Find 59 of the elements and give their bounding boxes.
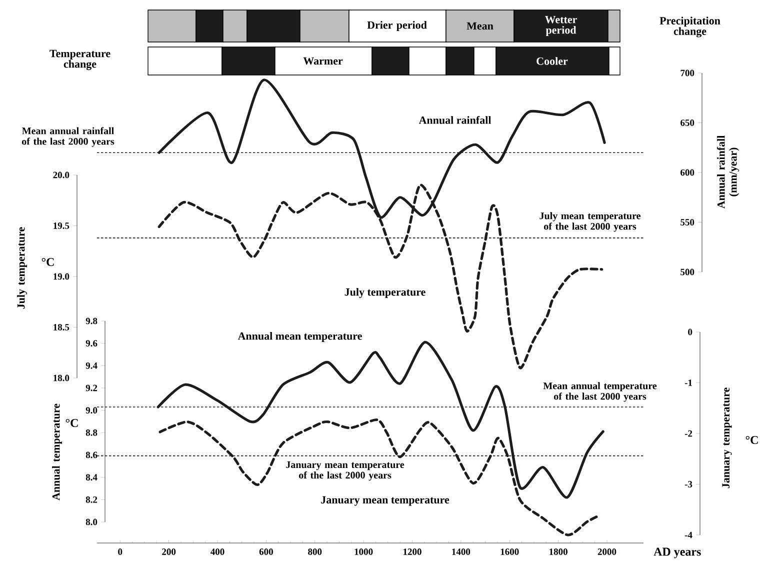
y-tick-label: 9.2 xyxy=(86,384,98,392)
y2-tick-label: 650 xyxy=(680,120,694,126)
y2-tick-label: -3 xyxy=(684,481,692,488)
y-tick-label: 8.8 xyxy=(86,429,98,436)
y2-axis-title: Annual rainfall (mm/year) xyxy=(716,136,740,209)
text: °C xyxy=(66,418,78,428)
text: Precipitation change xyxy=(660,16,720,38)
text: °C xyxy=(42,258,54,266)
y2-tick-label: 500 xyxy=(680,268,694,276)
x-axis-title: AD years xyxy=(654,548,701,558)
y-axis-title: Annual temperature xyxy=(52,404,62,500)
text: January mean temperature xyxy=(321,496,450,506)
y2-tick-label: 700 xyxy=(680,70,694,76)
y2-tick-label: 0 xyxy=(688,328,692,336)
x-tick-label: 1800 xyxy=(550,548,568,555)
x-tick-label: 600 xyxy=(259,548,273,555)
x-tick-label: 1200 xyxy=(404,548,422,555)
y-tick-label: 9.0 xyxy=(86,407,98,414)
x-tick-label: 400 xyxy=(210,548,224,555)
y-axis-title: July temperature xyxy=(17,227,28,309)
x-tick-label: 200 xyxy=(162,548,176,555)
y-tick-label: 9.4 xyxy=(86,362,98,369)
ref-line-label: Mean annual rainfall of the last 2000 years xyxy=(22,127,114,147)
x-tick-label: 1600 xyxy=(500,548,519,555)
y-tick-label: 18.0 xyxy=(54,374,70,382)
y2-tick-label: -2 xyxy=(684,430,692,437)
x-tick-label: 800 xyxy=(308,548,322,555)
text: Cooler xyxy=(536,57,568,65)
y2-tick-label: -4 xyxy=(684,532,692,538)
x-tick-label: 2000 xyxy=(598,548,616,555)
y-tick-label: 9.8 xyxy=(86,318,98,324)
x-tick-label: 1000 xyxy=(354,548,373,555)
ref-line-label: January mean temperature of the last 2000 years xyxy=(286,461,404,481)
text: Mean xyxy=(466,22,494,30)
series-label: Annual mean temperature xyxy=(238,332,362,342)
ref-line-label: July mean temperature of the last 2000 years xyxy=(540,212,640,232)
y2-axis-title: January temperature xyxy=(722,388,732,488)
y-tick-label: 8.4 xyxy=(86,474,98,481)
y2-tick-label: -1 xyxy=(684,380,692,386)
y-tick-label: 18.5 xyxy=(54,324,70,330)
text: Annual rainfall xyxy=(418,116,492,124)
y2-tick-label: 600 xyxy=(680,169,694,176)
x-tick-label: 1400 xyxy=(452,548,470,555)
text: Warmer xyxy=(303,57,343,65)
text: °C xyxy=(746,436,758,444)
text: Wetter period xyxy=(544,16,577,36)
x-tick-label: 0 xyxy=(118,548,122,555)
y-tick-label: 20.0 xyxy=(53,172,70,178)
y2-tick-label: 550 xyxy=(680,219,694,226)
y-tick-label: 8.0 xyxy=(86,518,98,526)
y-tick-label: 8.6 xyxy=(86,452,98,458)
text: Drier period xyxy=(367,21,427,31)
y-tick-label: 8.2 xyxy=(86,496,98,503)
y-tick-label: 19.5 xyxy=(54,222,70,229)
ref-line-label: Mean annual temperature of the last 2000 years xyxy=(543,382,657,402)
y-tick-label: 19.0 xyxy=(54,273,70,280)
y-tick-label: 9.6 xyxy=(86,340,98,347)
text: July temperature xyxy=(344,288,426,298)
text: Temperature change xyxy=(50,50,110,70)
